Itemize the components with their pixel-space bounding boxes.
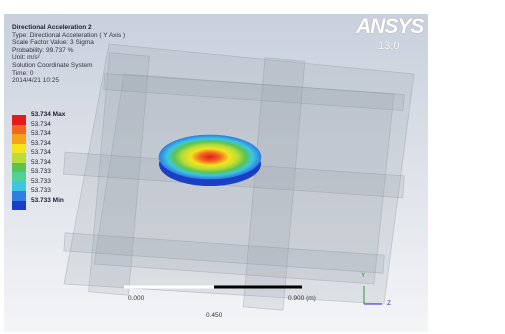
legend-label: 53.733 Min bbox=[31, 197, 64, 204]
legend-swatch bbox=[12, 163, 26, 173]
info-block: Directional Acceleration 2 Type: Directi… bbox=[12, 24, 125, 85]
triad-z: Z bbox=[387, 300, 391, 307]
info-line: Solution Coordinate System bbox=[12, 62, 125, 70]
legend-swatch bbox=[12, 201, 26, 211]
legend-label: 53.733 bbox=[31, 178, 51, 185]
page: {"header": {"title": "Directional Accele… bbox=[0, 0, 505, 334]
legend-label: 53.733 bbox=[31, 168, 51, 175]
legend-swatch bbox=[12, 125, 26, 135]
scale-start: 0.000 bbox=[128, 295, 144, 302]
scale-middle: 0.450 bbox=[206, 312, 222, 319]
legend-swatch bbox=[12, 182, 26, 192]
legend-swatch bbox=[12, 191, 26, 201]
disk bbox=[159, 135, 261, 179]
legend-swatch bbox=[12, 144, 26, 154]
legend-label: 53.734 bbox=[31, 121, 51, 128]
info-line: 2014/4/21 10:25 bbox=[12, 77, 125, 85]
scale-end: 0.900 (m) bbox=[288, 295, 316, 302]
triad-y: Y bbox=[361, 272, 365, 279]
info-line: Time: 0 bbox=[12, 70, 125, 78]
version: 13.0 bbox=[378, 40, 399, 52]
legend-swatch bbox=[12, 134, 26, 144]
legend-label: 53.734 bbox=[31, 159, 51, 166]
legend-swatch bbox=[12, 115, 26, 125]
legend-label: 53.734 Max bbox=[31, 111, 65, 118]
info-line: Unit: m/s² bbox=[12, 54, 125, 62]
legend-label: 53.733 bbox=[31, 187, 51, 194]
info-line: Scale Factor Value: 3 Sigma bbox=[12, 39, 125, 47]
info-line: Probability: 99.737 % bbox=[12, 47, 125, 55]
info-line: Type: Directional Acceleration ( Y Axis … bbox=[12, 32, 125, 40]
legend-label: 53.734 bbox=[31, 140, 51, 147]
legend-label: 53.734 bbox=[31, 149, 51, 156]
info-lines: Type: Directional Acceleration ( Y Axis … bbox=[12, 32, 125, 85]
legend-swatch bbox=[12, 153, 26, 163]
legend-swatch bbox=[12, 172, 26, 182]
result-title: Directional Acceleration 2 bbox=[12, 24, 125, 32]
legend-label: 53.734 bbox=[31, 130, 51, 137]
logo: ANSYS bbox=[356, 15, 423, 39]
